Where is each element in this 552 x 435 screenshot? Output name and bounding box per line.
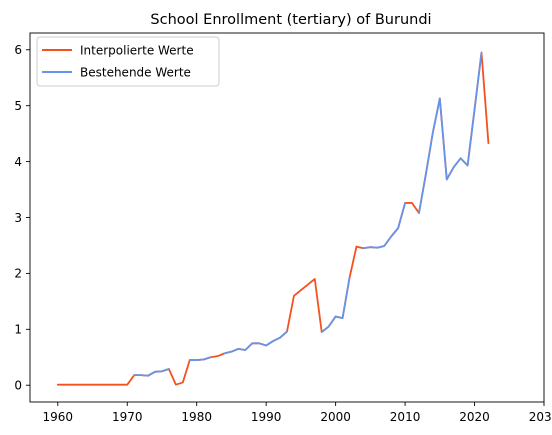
series-line-existing-segment-4: [362, 202, 406, 250]
legend-frame: [36, 36, 220, 87]
series-line-existing-segment-2: [223, 330, 288, 355]
x-tick-label-2020: 2020: [459, 410, 490, 424]
legend: Interpolierte Werte Bestehende Werte: [36, 36, 220, 87]
series-layer: [56, 51, 490, 386]
y-tick-label-4: 4: [14, 155, 22, 169]
x-tick-label-1970: 1970: [112, 410, 143, 424]
series-line-existing-segment-5: [418, 51, 483, 214]
x-tick-label-1990: 1990: [251, 410, 282, 424]
legend-label-existing: Bestehende Werte: [80, 66, 191, 80]
y-tick-label-2: 2: [14, 267, 22, 281]
legend-label-interpolated: Interpolierte Werte: [80, 44, 194, 58]
x-tick-label-1960: 1960: [43, 410, 74, 424]
y-tick-label-6: 6: [14, 43, 22, 57]
x-tick-label-2000: 2000: [320, 410, 351, 424]
x-tick-label-1980: 1980: [181, 410, 212, 424]
y-tick-label-0: 0: [14, 379, 22, 393]
series-line-existing-segment-0: [133, 368, 170, 377]
y-tick-label-3: 3: [14, 211, 22, 225]
chart-title: School Enrollment (tertiary) of Burundi: [150, 12, 431, 28]
x-tick-label-2010: 2010: [390, 410, 421, 424]
series-line-existing-segment-1: [188, 356, 212, 361]
y-tick-label-5: 5: [14, 99, 22, 113]
series-line-existing-segment-3: [320, 276, 351, 334]
y-tick-label-1: 1: [14, 323, 22, 337]
